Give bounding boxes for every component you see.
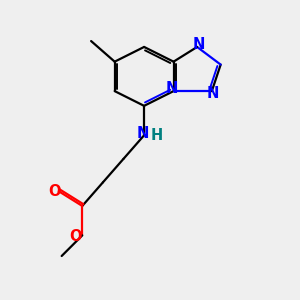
Text: N: N xyxy=(166,81,178,96)
Text: O: O xyxy=(70,230,82,244)
Text: H: H xyxy=(150,128,163,143)
Text: N: N xyxy=(192,38,205,52)
Text: N: N xyxy=(207,86,220,101)
Text: N: N xyxy=(136,126,149,141)
Text: O: O xyxy=(48,184,61,199)
